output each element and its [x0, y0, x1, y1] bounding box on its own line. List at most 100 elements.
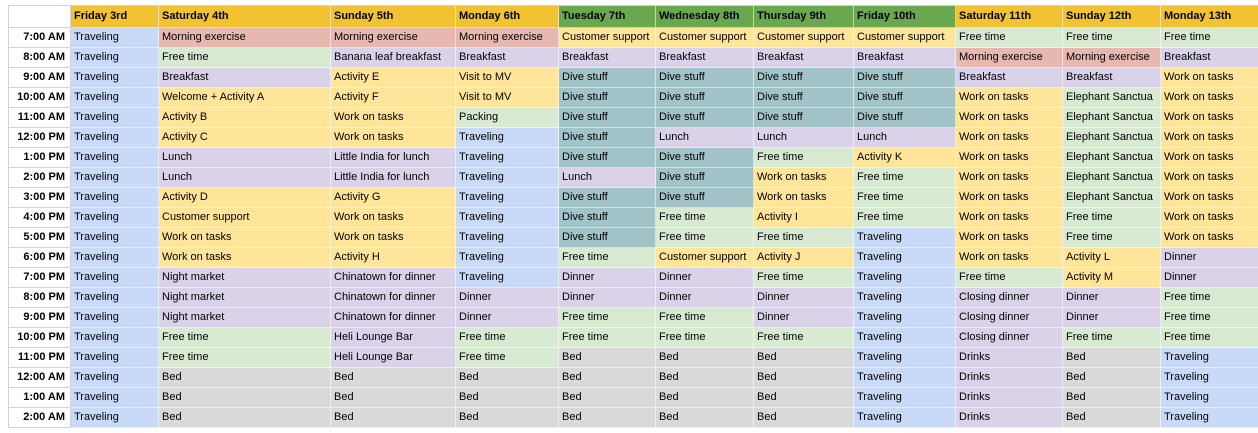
schedule-cell[interactable]: Traveling — [71, 88, 159, 108]
schedule-cell[interactable]: Free time — [754, 328, 854, 348]
time-label[interactable]: 6:00 PM — [9, 248, 71, 268]
schedule-cell[interactable]: Dive stuff — [559, 188, 656, 208]
schedule-cell[interactable]: Traveling — [854, 348, 956, 368]
schedule-cell[interactable]: Little India for lunch — [331, 168, 456, 188]
schedule-cell[interactable]: Free time — [754, 268, 854, 288]
schedule-cell[interactable]: Dinner — [456, 288, 559, 308]
schedule-cell[interactable]: Dinner — [559, 268, 656, 288]
time-label[interactable]: 2:00 PM — [9, 168, 71, 188]
schedule-cell[interactable]: Bed — [754, 388, 854, 408]
schedule-cell[interactable]: Drinks — [956, 408, 1063, 428]
schedule-cell[interactable]: Dinner — [559, 288, 656, 308]
schedule-cell[interactable]: Free time — [1063, 228, 1161, 248]
schedule-cell[interactable]: Traveling — [456, 208, 559, 228]
schedule-cell[interactable]: Dive stuff — [559, 148, 656, 168]
schedule-cell[interactable]: Bed — [331, 408, 456, 428]
day-header[interactable]: Tuesday 7th — [559, 6, 656, 28]
schedule-cell[interactable]: Bed — [456, 388, 559, 408]
time-label[interactable]: 10:00 PM — [9, 328, 71, 348]
schedule-cell[interactable]: Elephant Sanctua — [1063, 148, 1161, 168]
schedule-cell[interactable]: Bed — [456, 408, 559, 428]
schedule-cell[interactable]: Morning exercise — [159, 28, 331, 48]
schedule-cell[interactable]: Free time — [1161, 308, 1258, 328]
schedule-cell[interactable]: Dinner — [754, 308, 854, 328]
schedule-cell[interactable]: Bed — [656, 388, 754, 408]
schedule-cell[interactable]: Dinner — [656, 288, 754, 308]
schedule-cell[interactable]: Dinner — [1161, 268, 1258, 288]
schedule-cell[interactable]: Bed — [656, 368, 754, 388]
schedule-cell[interactable]: Work on tasks — [331, 108, 456, 128]
schedule-cell[interactable]: Morning exercise — [1063, 48, 1161, 68]
schedule-cell[interactable]: Bed — [656, 408, 754, 428]
schedule-cell[interactable]: Work on tasks — [956, 128, 1063, 148]
time-label[interactable]: 1:00 AM — [9, 388, 71, 408]
schedule-cell[interactable]: Bed — [1063, 348, 1161, 368]
time-label[interactable]: 2:00 AM — [9, 408, 71, 428]
schedule-cell[interactable]: Traveling — [854, 388, 956, 408]
time-label[interactable]: 5:00 PM — [9, 228, 71, 248]
schedule-cell[interactable]: Free time — [1161, 328, 1258, 348]
schedule-cell[interactable]: Customer support — [159, 208, 331, 228]
schedule-cell[interactable]: Traveling — [456, 188, 559, 208]
schedule-cell[interactable]: Free time — [854, 208, 956, 228]
schedule-cell[interactable]: Drinks — [956, 348, 1063, 368]
schedule-cell[interactable]: Activity G — [331, 188, 456, 208]
schedule-cell[interactable]: Free time — [656, 208, 754, 228]
schedule-cell[interactable]: Dive stuff — [559, 68, 656, 88]
schedule-cell[interactable]: Bed — [559, 348, 656, 368]
schedule-cell[interactable]: Free time — [159, 48, 331, 68]
schedule-cell[interactable]: Breakfast — [956, 68, 1063, 88]
schedule-cell[interactable]: Traveling — [1161, 388, 1258, 408]
schedule-cell[interactable]: Breakfast — [456, 48, 559, 68]
schedule-cell[interactable]: Dinner — [1063, 288, 1161, 308]
schedule-cell[interactable]: Free time — [656, 228, 754, 248]
schedule-cell[interactable]: Heli Lounge Bar — [331, 328, 456, 348]
schedule-cell[interactable]: Traveling — [71, 408, 159, 428]
schedule-cell[interactable]: Dive stuff — [656, 168, 754, 188]
schedule-cell[interactable]: Bed — [1063, 368, 1161, 388]
schedule-cell[interactable]: Welcome + Activity A — [159, 88, 331, 108]
schedule-cell[interactable]: Customer support — [656, 28, 754, 48]
schedule-cell[interactable]: Bed — [656, 348, 754, 368]
schedule-cell[interactable]: Traveling — [854, 408, 956, 428]
schedule-cell[interactable]: Night market — [159, 288, 331, 308]
schedule-cell[interactable]: Activity D — [159, 188, 331, 208]
day-header[interactable]: Sunday 12th — [1063, 6, 1161, 28]
schedule-cell[interactable]: Dinner — [656, 268, 754, 288]
schedule-cell[interactable]: Work on tasks — [956, 188, 1063, 208]
schedule-cell[interactable]: Lunch — [656, 128, 754, 148]
schedule-cell[interactable]: Traveling — [1161, 408, 1258, 428]
schedule-cell[interactable]: Morning exercise — [331, 28, 456, 48]
schedule-cell[interactable]: Traveling — [71, 68, 159, 88]
schedule-cell[interactable]: Traveling — [71, 288, 159, 308]
schedule-cell[interactable]: Traveling — [456, 128, 559, 148]
schedule-cell[interactable]: Work on tasks — [1161, 228, 1258, 248]
schedule-cell[interactable]: Work on tasks — [1161, 88, 1258, 108]
schedule-cell[interactable]: Traveling — [71, 228, 159, 248]
schedule-cell[interactable]: Traveling — [71, 28, 159, 48]
schedule-cell[interactable]: Activity E — [331, 68, 456, 88]
schedule-cell[interactable]: Breakfast — [1161, 48, 1258, 68]
schedule-cell[interactable]: Work on tasks — [956, 88, 1063, 108]
schedule-cell[interactable]: Breakfast — [1063, 68, 1161, 88]
schedule-cell[interactable]: Work on tasks — [1161, 128, 1258, 148]
schedule-cell[interactable]: Little India for lunch — [331, 148, 456, 168]
schedule-cell[interactable]: Morning exercise — [956, 48, 1063, 68]
schedule-cell[interactable]: Work on tasks — [956, 228, 1063, 248]
day-header[interactable]: Monday 13th — [1161, 6, 1258, 28]
schedule-cell[interactable]: Night market — [159, 268, 331, 288]
schedule-cell[interactable]: Breakfast — [559, 48, 656, 68]
schedule-cell[interactable]: Bed — [331, 368, 456, 388]
schedule-cell[interactable]: Work on tasks — [159, 228, 331, 248]
schedule-cell[interactable]: Work on tasks — [331, 228, 456, 248]
schedule-cell[interactable]: Chinatown for dinner — [331, 288, 456, 308]
time-label[interactable]: 7:00 PM — [9, 268, 71, 288]
schedule-cell[interactable]: Traveling — [854, 328, 956, 348]
schedule-cell[interactable]: Traveling — [71, 168, 159, 188]
schedule-cell[interactable]: Morning exercise — [456, 28, 559, 48]
day-header[interactable]: Friday 10th — [854, 6, 956, 28]
day-header[interactable]: Monday 6th — [456, 6, 559, 28]
schedule-cell[interactable]: Dive stuff — [754, 68, 854, 88]
schedule-cell[interactable]: Traveling — [71, 368, 159, 388]
time-label[interactable]: 3:00 PM — [9, 188, 71, 208]
